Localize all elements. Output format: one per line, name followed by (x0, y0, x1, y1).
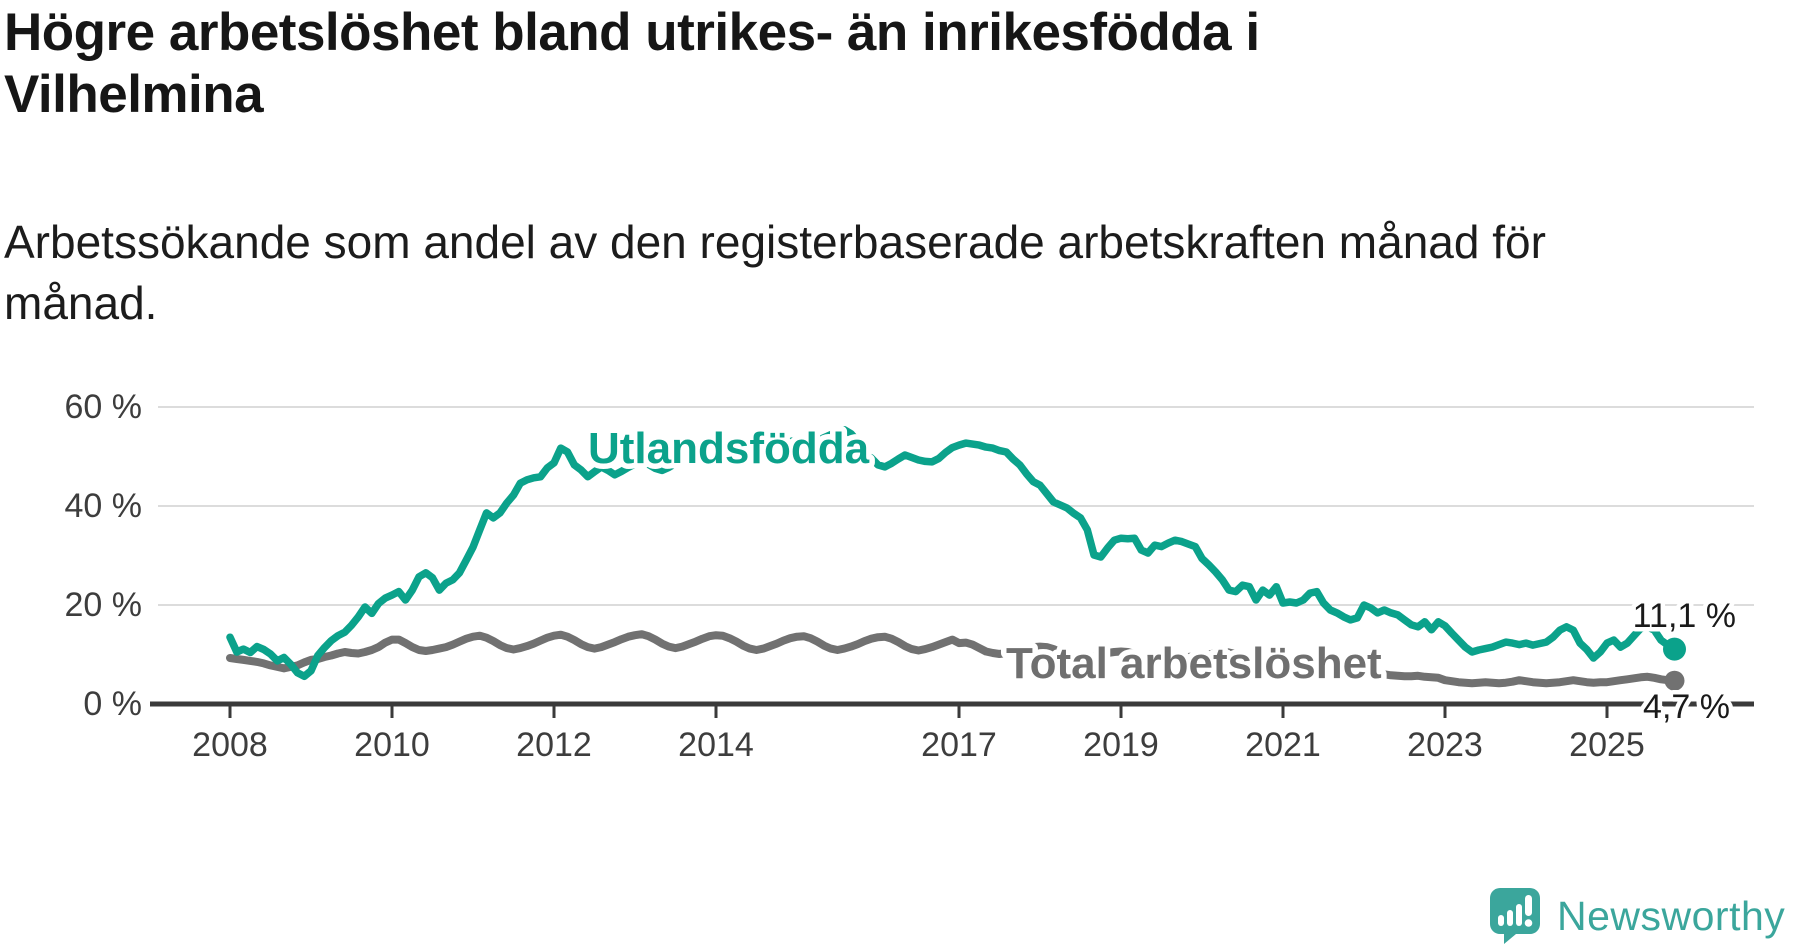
subtitle-line-1: Arbetssökande som andel av den registerb… (4, 216, 1546, 268)
line-utlandsfodda (226, 426, 1679, 681)
y-axis-label-40: 40 % (64, 487, 143, 525)
subtitle-line-2: månad. (4, 277, 158, 329)
y-axis-label-60: 60 % (64, 388, 143, 426)
x-axis-label-2010: 2010 (354, 726, 430, 764)
exclamation-bar (1525, 895, 1532, 916)
page-title: Högre arbetslöshet bland utrikes- än inr… (4, 2, 1424, 126)
title-line-1: Högre arbetslöshet bland utrikes- än inr… (4, 3, 1260, 62)
series-label-total-arbetsloshet: Total arbetslöshet (1006, 639, 1382, 688)
x-axis-label-2021: 2021 (1245, 726, 1321, 764)
x-axis-label-2019: 2019 (1083, 726, 1159, 764)
x-axis-label-2008: 2008 (192, 726, 268, 764)
newsworthy-logo: Newsworthy (1488, 884, 1785, 948)
line-total-arbetsloshet (226, 630, 1679, 688)
end-dot-utlandsfodda (1663, 637, 1686, 661)
x-axis-label-2012: 2012 (516, 726, 592, 764)
end-value-label-utlandsfodda: 11,1 % (1633, 597, 1736, 635)
y-axis-label-0: 0 % (83, 685, 142, 723)
x-axis-label-2014: 2014 (678, 726, 754, 764)
y-axis-label-20: 20 % (64, 586, 143, 624)
x-axis-label-2025: 2025 (1569, 726, 1645, 764)
newsworthy-bubble-chart-icon (1490, 888, 1540, 944)
end-value-label-total: 4,7 % (1643, 688, 1730, 726)
x-axis-ticks (228, 704, 1609, 718)
bar-chart-glyph (1498, 895, 1533, 927)
x-axis-label-2017: 2017 (921, 726, 997, 764)
exclamation-dot (1524, 919, 1533, 927)
title-line-2: Vilhelmina (4, 65, 264, 124)
x-axis-label-2023: 2023 (1407, 726, 1483, 764)
end-dot-total (1664, 670, 1685, 691)
chart-subtitle: Arbetssökande som andel av den registerb… (4, 212, 1684, 334)
series-label-utlandsfodda: Utlandsfödda (588, 424, 870, 473)
newsworthy-logo-text: Newsworthy (1557, 892, 1786, 939)
